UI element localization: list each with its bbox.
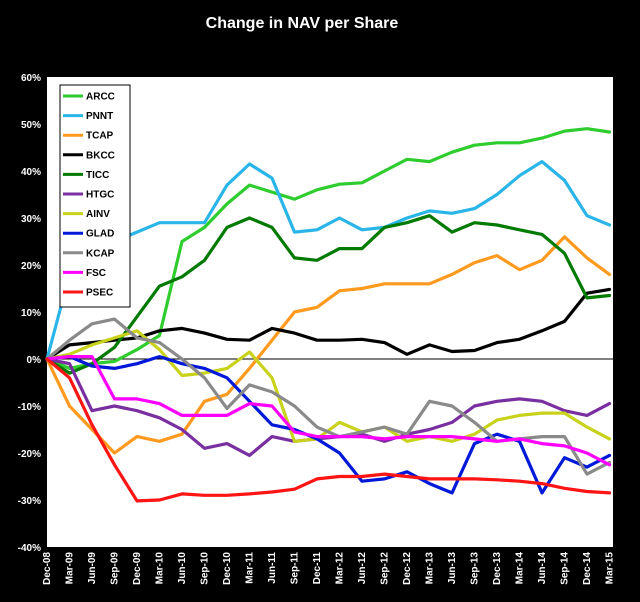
y-tick-label: 40% (21, 167, 41, 178)
legend: ARCC PNNT TCAP BKCC TICC HTGC AINV GLAD KCAP FSC P… (59, 84, 131, 308)
series-line-fsc (45, 355, 612, 467)
legend-box (59, 84, 131, 308)
x-tick-label: Jun-14 (537, 552, 548, 585)
x-tick-label: Mar-10 (155, 552, 166, 585)
legend-label-tcap: TCAP (86, 131, 114, 142)
legend-label-pnnt: PNNT (86, 111, 113, 122)
x-tick-label: Jun-09 (87, 552, 98, 585)
y-tick-label: -30% (18, 496, 41, 507)
series-line-arcc (45, 127, 612, 370)
legend-label-psec: PSEC (86, 288, 113, 299)
x-tick-label: Jun-12 (357, 552, 368, 585)
x-tick-label: Mar-11 (245, 552, 256, 584)
x-tick-label: Jun-10 (177, 552, 188, 585)
x-tick-label: Sep-13 (470, 552, 481, 585)
y-tick-label: 50% (21, 120, 41, 131)
x-tick-label: Dec-10 (222, 552, 233, 585)
x-tick-label: Sep-10 (200, 552, 211, 585)
y-tick-label: -20% (18, 449, 41, 460)
legend-label-fsc: FSC (86, 268, 106, 279)
y-tick-label: 60% (21, 73, 41, 84)
x-tick-label: Sep-09 (110, 552, 121, 585)
y-axis: 60% 50% 40% 30% 20% 10% 0% -10% -20% -30% -40% (18, 73, 41, 554)
legend-label-ticc: TICC (86, 170, 109, 181)
chart-title: Change in NAV per Share (206, 15, 399, 32)
y-tick-label: -10% (18, 402, 41, 413)
legend-label-arcc: ARCC (86, 92, 115, 103)
series-line-psec (45, 357, 612, 503)
x-tick-label: Dec-13 (492, 552, 503, 585)
x-tick-label: Mar-15 (605, 552, 616, 585)
x-tick-label: Dec-12 (402, 552, 413, 585)
x-axis: Dec-08 Mar-09 Jun-09 Sep-09 Dec-09 Mar-10 Jun-… (42, 552, 616, 585)
y-tick-label: 30% (21, 214, 41, 225)
x-tick-label: Jun-11 (267, 552, 278, 584)
y-tick-label: 20% (21, 261, 41, 272)
legend-label-glad: GLAD (86, 229, 114, 240)
legend-label-kcap: KCAP (86, 248, 115, 259)
x-tick-label: Mar-13 (425, 552, 436, 585)
series-line-pnnt (112, 160, 612, 244)
x-tick-label: Mar-09 (65, 552, 76, 585)
y-tick-label: -40% (18, 543, 41, 554)
x-tick-label: Dec-08 (42, 552, 53, 585)
x-tick-label: Dec-09 (132, 552, 143, 585)
series-line-tcap (45, 235, 612, 455)
x-tick-label: Sep-12 (380, 552, 391, 585)
x-tick-label: Sep-14 (560, 552, 571, 585)
x-tick-label: Dec-11 (312, 552, 323, 585)
x-tick-label: Sep-11 (290, 552, 301, 585)
y-tick-label: 10% (21, 308, 41, 319)
series-line-bkcc (45, 287, 612, 361)
legend-label-htgc: HTGC (86, 190, 114, 201)
series-line-ticc (45, 214, 612, 375)
x-tick-label: Mar-14 (515, 552, 526, 585)
legend-label-bkcc: BKCC (86, 150, 115, 161)
x-tick-label: Jun-13 (447, 552, 458, 585)
x-tick-label: Mar-12 (335, 552, 346, 585)
y-tick-label: 0% (27, 355, 42, 366)
x-tick-label: Dec-14 (582, 552, 593, 585)
legend-label-ainv: AINV (86, 209, 110, 220)
series-lines (45, 127, 612, 503)
